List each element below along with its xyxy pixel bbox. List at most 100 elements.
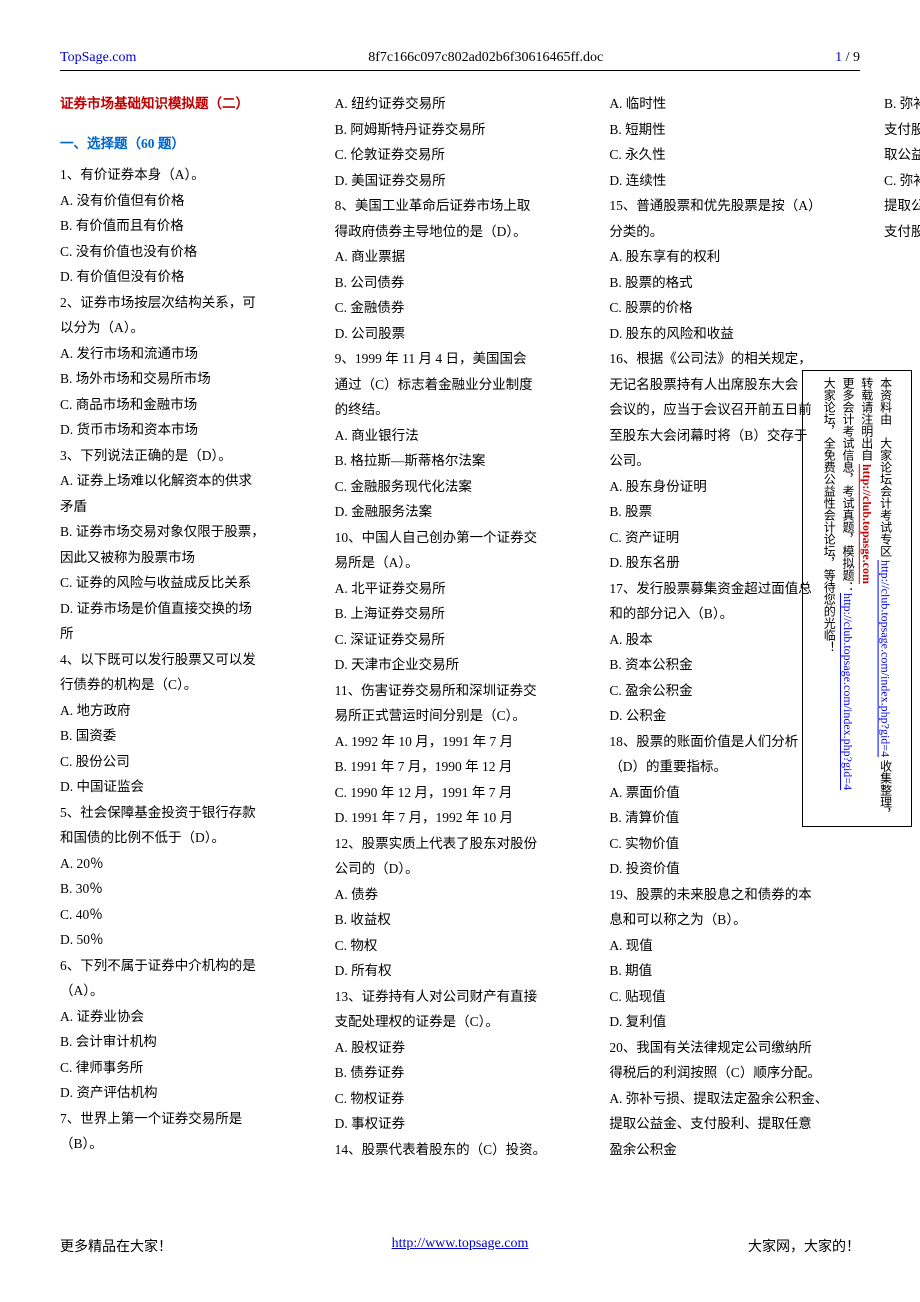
body-line: D. 股东的风险和收益 (609, 321, 860, 347)
sidebar-link[interactable]: http://club.topasge.com (860, 464, 874, 584)
body-line: 10、中国人自己创办第一个证券交 (335, 525, 586, 551)
body-line: A. 1992 年 10 月，1991 年 7 月 (335, 729, 586, 755)
sidebar-box: 大家论坛，全免费公益性会计论坛，等待您的光临！ 更多会计考试信息，考试真题，模拟… (802, 370, 912, 827)
sidebar-text: 本资料由 大家论坛会计考试专区 (879, 377, 893, 560)
header-site: TopSage.com (60, 50, 136, 66)
body-line: 12、股票实质上代表了股东对股份 (335, 831, 586, 857)
body-line: 提取公益金、支付股利、提取任意 (609, 1111, 860, 1137)
body-line: 7、世界上第一个证券交易所是 (60, 1106, 311, 1132)
body-line: B. 股票的格式 (609, 270, 860, 296)
body-line: B. 弥补亏损、提取任意盈余公积金、 (884, 91, 920, 117)
sidebar-text: 转载请注明出自 (860, 377, 874, 464)
body-line: D. 公司股票 (335, 321, 586, 347)
body-line: C. 40％ (60, 902, 311, 928)
body-line: C. 贴现值 (609, 984, 860, 1010)
body-line: B. 阿姆斯特丹证券交易所 (335, 117, 586, 143)
sidebar-col-2: 转载请注明出自 http://club.topasge.com (858, 377, 875, 820)
body-line: D. 美国证券交易所 (335, 168, 586, 194)
header-pagenum: 1 / 9 (835, 50, 860, 66)
body-line: A. 北平证券交易所 (335, 576, 586, 602)
sidebar-link[interactable]: http://club.topsage.com/index.php?gid=4 (841, 593, 855, 790)
body-line: A. 纽约证券交易所 (335, 91, 586, 117)
body-line: D. 证券市场是价值直接交换的场 (60, 596, 311, 622)
body-line: B. 债券证券 (335, 1060, 586, 1086)
body-line: B. 上海证券交易所 (335, 601, 586, 627)
body-line: C. 商品市场和金融市场 (60, 392, 311, 418)
body-line: D. 天津市企业交易所 (335, 652, 586, 678)
body-line: 所 (60, 621, 311, 647)
body-line: A. 商业票据 (335, 244, 586, 270)
body-line: C. 金融债券 (335, 295, 586, 321)
body-line: C. 实物价值 (609, 831, 860, 857)
body-line: （A）。 (60, 978, 311, 1004)
body-line: C. 律师事务所 (60, 1055, 311, 1081)
body-line: 15、普通股票和优先股票是按（A） (609, 193, 860, 219)
body-line: D. 连续性 (609, 168, 860, 194)
body-line: 5、社会保障基金投资于银行存款 (60, 800, 311, 826)
body-line: D. 投资价值 (609, 856, 860, 882)
body-line: A. 临时性 (609, 91, 860, 117)
body-line: 盈余公积金 (609, 1137, 860, 1163)
body-line: C. 金融服务现代化法案 (335, 474, 586, 500)
sidebar-text: 收集整理， (879, 757, 893, 820)
body-line: 8、美国工业革命后证券市场上取 (335, 193, 586, 219)
body-line: 11、伤害证券交易所和深圳证券交 (335, 678, 586, 704)
body-line: 以分为（A）。 (60, 315, 311, 341)
body-line: C. 永久性 (609, 142, 860, 168)
body-line: 3、下列说法正确的是（D）。 (60, 443, 311, 469)
body-line: （B）。 (60, 1131, 311, 1157)
body-line: C. 1990 年 12 月，1991 年 7 月 (335, 780, 586, 806)
sidebar-link[interactable]: http://club.topsage.com/index.php?gid=4 (879, 560, 893, 757)
body-line: 公司的（D）。 (335, 856, 586, 882)
page-header: TopSage.com 8f7c166c097c802ad02b6f306164… (60, 50, 860, 71)
body-line: D. 有价值但没有价格 (60, 264, 311, 290)
body-line: A. 股东享有的权利 (609, 244, 860, 270)
body-line: B. 收益权 (335, 907, 586, 933)
body-line: 得政府债券主导地位的是（D）。 (335, 219, 586, 245)
body-line: C. 弥补亏损、提取法定盈余公积金、 (884, 168, 920, 194)
body-line: 13、证券持有人对公司财产有直接 (335, 984, 586, 1010)
sidebar-text: 大家论坛，全免费公益性会计论坛，等待您的光临！ (822, 377, 836, 653)
footer-link[interactable]: http://www.topsage.com (392, 1236, 529, 1256)
body-line: B. 30％ (60, 876, 311, 902)
text-columns: 证券市场基础知识模拟题（二） 一、选择题（60 题） 1、有价证券本身（A）。A… (60, 91, 860, 1166)
body-line: D. 中国证监会 (60, 774, 311, 800)
body-line: A. 没有价值但有价格 (60, 188, 311, 214)
sidebar-text: 更多会计考试信息，考试真题，模拟题： (841, 377, 855, 593)
body-line: 得税后的利润按照（C）顺序分配。 (609, 1060, 860, 1086)
body-line: 支付股利、提取法定盈余公积金提 (884, 117, 920, 143)
body-line: B. 格拉斯—斯蒂格尔法案 (335, 448, 586, 474)
body-line: 6、下列不属于证券中介机构的是 (60, 953, 311, 979)
body-line: D. 货币市场和资本市场 (60, 417, 311, 443)
body-line: A. 商业银行法 (335, 423, 586, 449)
body-line: B. 公司债券 (335, 270, 586, 296)
body-line: C. 证券的风险与收益成反比关系 (60, 570, 311, 596)
body-line: C. 股份公司 (60, 749, 311, 775)
body-line: 支配处理权的证券是（C）。 (335, 1009, 586, 1035)
body-line: C. 没有价值也没有价格 (60, 239, 311, 265)
body-line: 2、证券市场按层次结构关系，可 (60, 290, 311, 316)
body-line: A. 证券上场难以化解资本的供求 (60, 468, 311, 494)
sidebar-col-1: 本资料由 大家论坛会计考试专区 http://club.topsage.com/… (877, 377, 894, 820)
sidebar-col-4: 大家论坛，全免费公益性会计论坛，等待您的光临！ (820, 377, 837, 820)
body-line: B. 期值 (609, 958, 860, 984)
body-line: B. 1991 年 7 月，1990 年 12 月 (335, 754, 586, 780)
body-line: B. 国资委 (60, 723, 311, 749)
header-filename: 8f7c166c097c802ad02b6f30616465ff.doc (368, 50, 603, 66)
body-line: B. 有价值而且有价格 (60, 213, 311, 239)
body-line: B. 证券市场交易对象仅限于股票， (60, 519, 311, 545)
body-line: 19、股票的未来股息之和债券的本 (609, 882, 860, 908)
body-line: D. 金融服务法案 (335, 499, 586, 525)
body-line: 行债券的机构是（C）。 (60, 672, 311, 698)
body-line: D. 事权证券 (335, 1111, 586, 1137)
body-line: C. 物权证券 (335, 1086, 586, 1112)
body-line: 息和可以称之为（B）。 (609, 907, 860, 933)
page-total: 9 (853, 50, 860, 65)
body-line: A. 现值 (609, 933, 860, 959)
section-heading: 一、选择题（60 题） (60, 131, 311, 157)
body-line: 通过（C）标志着金融业分业制度 (335, 372, 586, 398)
body-line: 4、以下既可以发行股票又可以发 (60, 647, 311, 673)
sidebar-col-3: 更多会计考试信息，考试真题，模拟题：http://club.topsage.co… (839, 377, 856, 820)
footer-right: 大家网，大家的！ (748, 1236, 860, 1256)
body-line: B. 会计审计机构 (60, 1029, 311, 1055)
